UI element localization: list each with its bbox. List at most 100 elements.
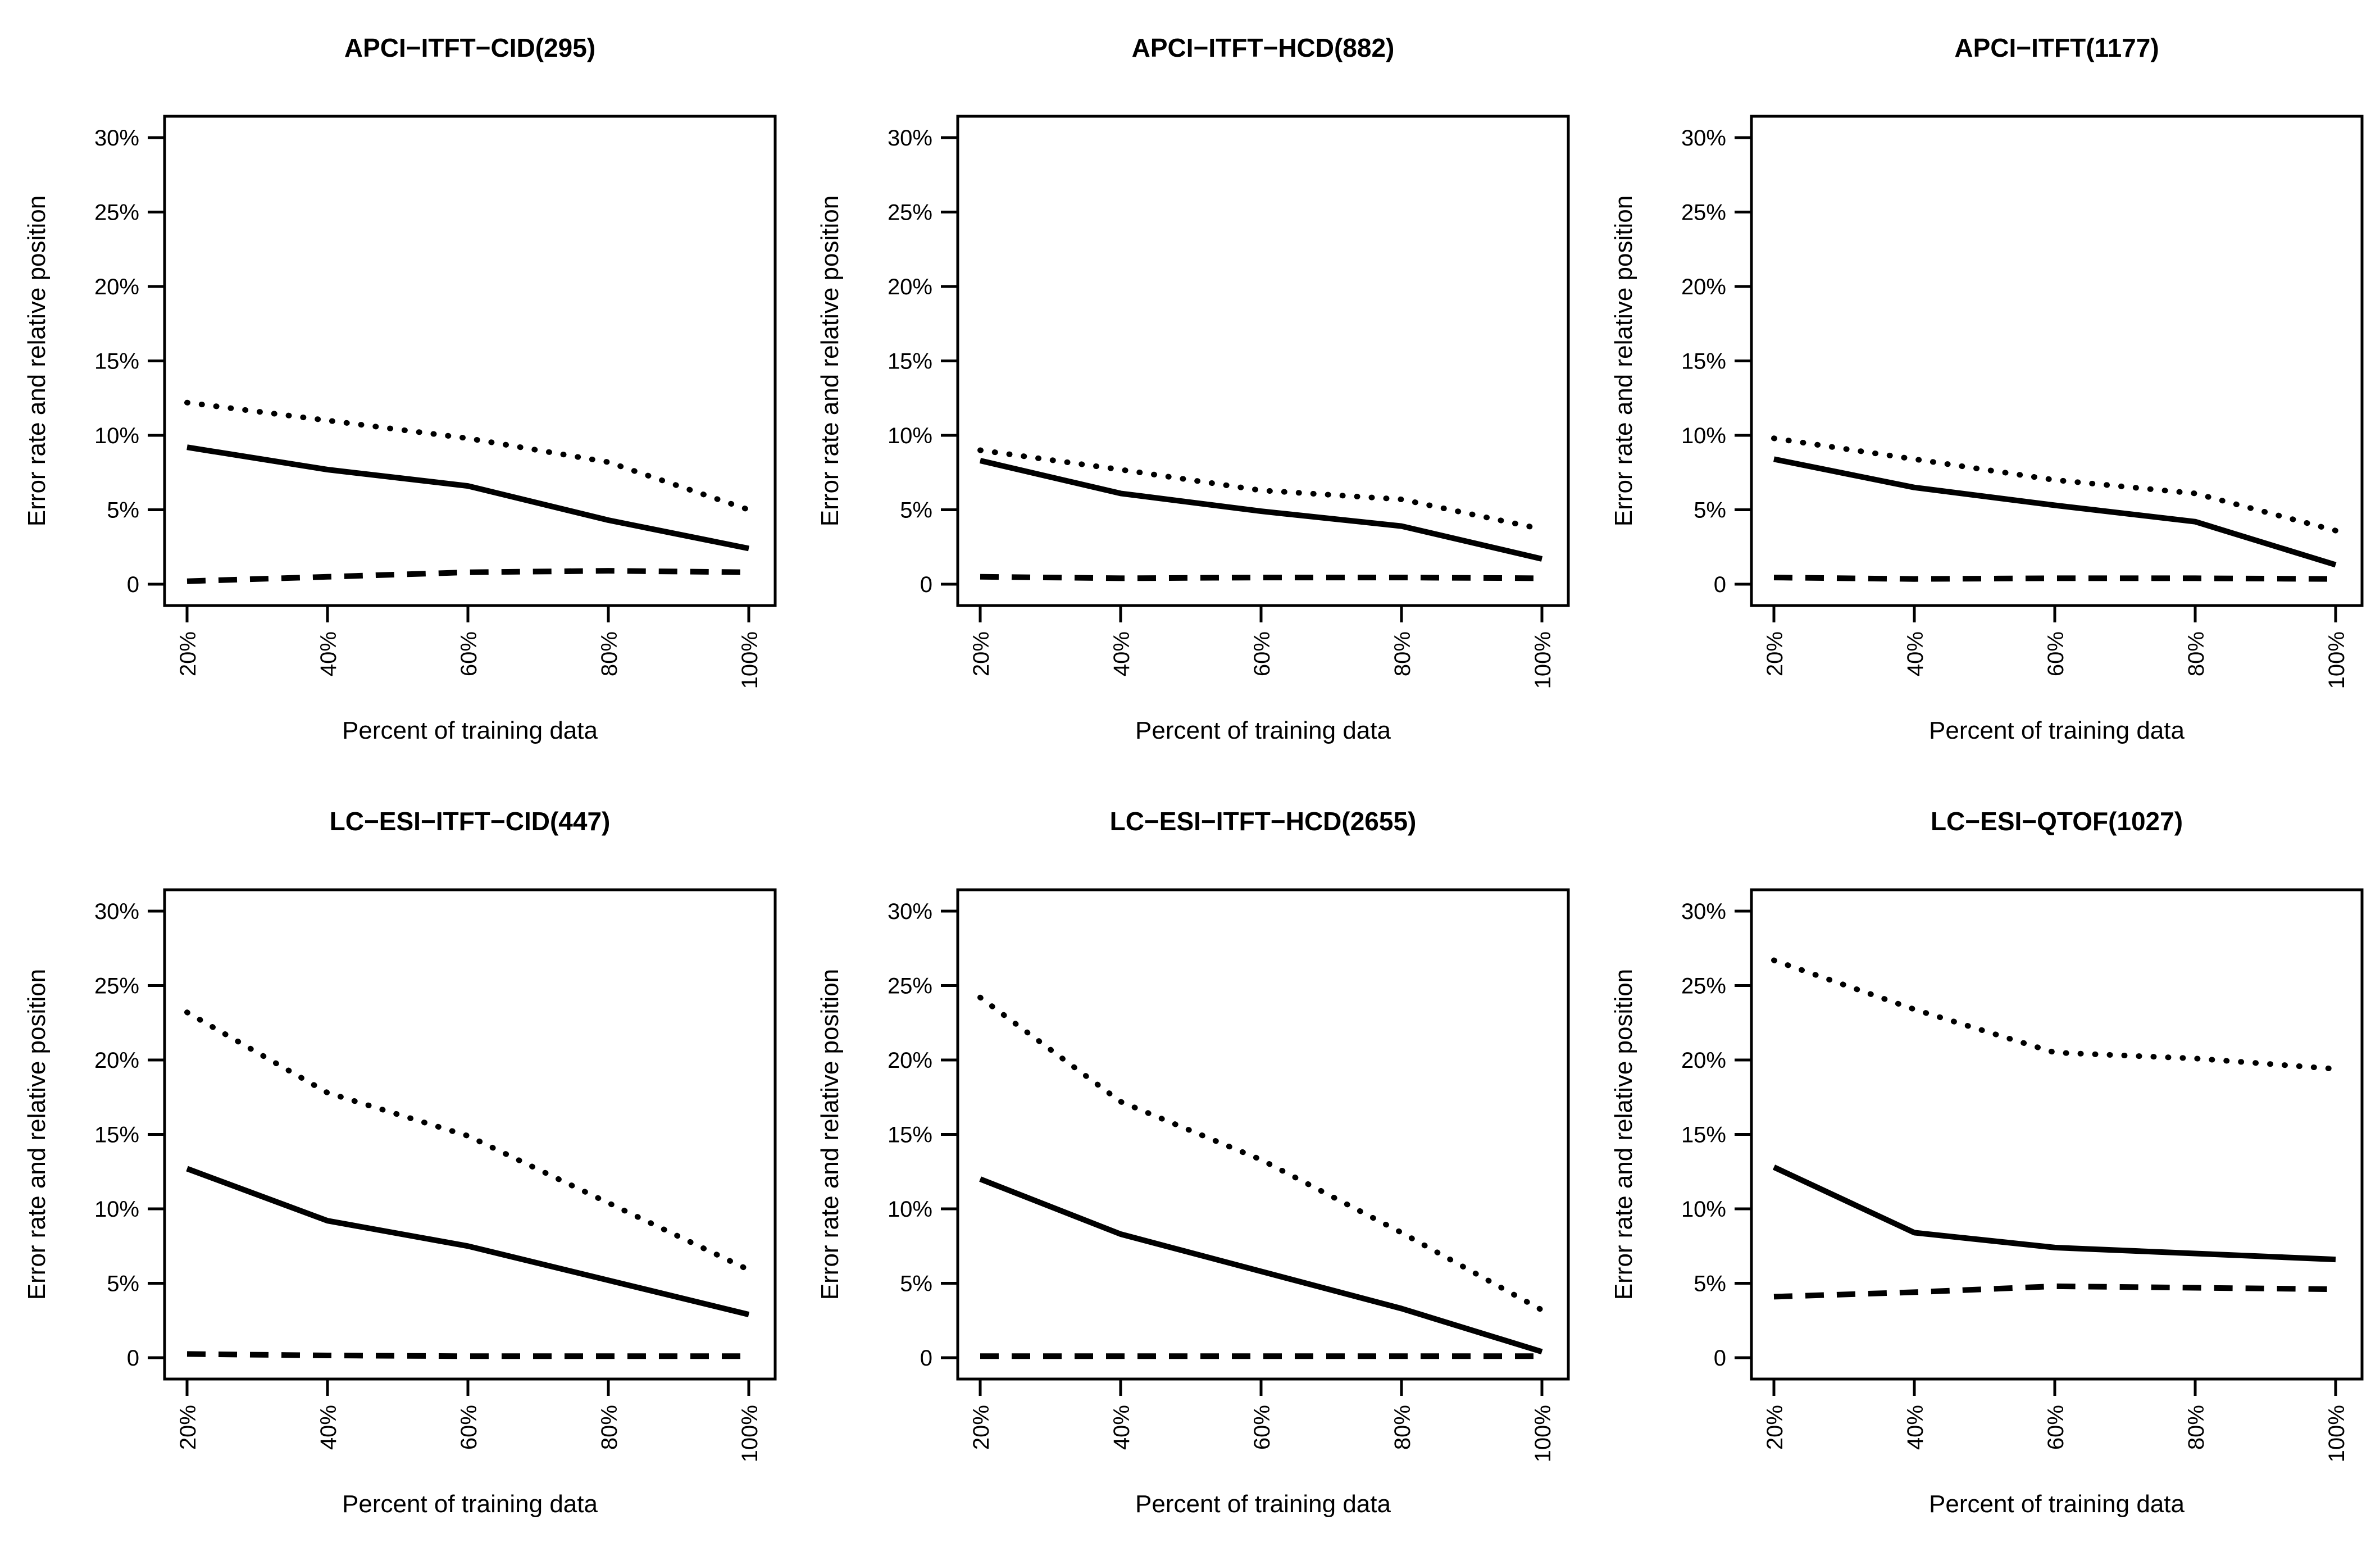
y-axis-title: Error rate and relative position	[816, 969, 844, 1300]
y-tick-label: 30%	[1681, 899, 1726, 924]
solid-line	[979, 458, 1543, 562]
y-tick-label: 10%	[888, 424, 932, 448]
x-axis-title: Percent of training data	[342, 1490, 598, 1518]
x-tick-label: 20%	[969, 1405, 994, 1450]
panel-title: LC−ESI−ITFT−CID(447)	[329, 807, 611, 836]
panel-apci-itft-1177: APCI−ITFT(1177) 0 5% 10% 15% 20% 25% 30% 20% 40%…	[1587, 0, 2380, 774]
dashed-line	[1773, 575, 2336, 582]
panel-lc-esi-itft-hcd-2655: LC−ESI−ITFT−HCD(2655) 0 5% 10% 15% 20% 25% 30%…	[793, 774, 1586, 1547]
x-tick-label: 20%	[1763, 1405, 1787, 1450]
x-tick-label: 60%	[2044, 1405, 2068, 1450]
x-tick-label: 20%	[1763, 631, 1787, 676]
y-tick-label: 30%	[94, 126, 139, 151]
panel-title: APCI−ITFT−CID(295)	[344, 33, 596, 62]
y-tick-label: 30%	[888, 899, 932, 924]
y-tick-label: 5%	[900, 498, 932, 523]
y-tick-label: 5%	[107, 1272, 139, 1296]
panel-lc-esi-itft-cid-447: LC−ESI−ITFT−CID(447) 0 5% 10% 15% 20% 25% 30% 2…	[0, 774, 793, 1547]
x-tick-label: 60%	[457, 631, 481, 676]
plot-box	[956, 888, 1570, 1381]
dotted-line	[1771, 435, 2338, 534]
y-tick-label: 10%	[1681, 424, 1726, 448]
x-axis-title: Percent of training data	[1135, 1490, 1391, 1518]
x-tick-label: 60%	[457, 1405, 481, 1450]
solid-line	[186, 444, 749, 552]
dashed-line	[980, 574, 1542, 581]
plot-area: 0 5% 10% 15% 20% 25% 30% 20% 40% 60% 80% 100% Error …	[1610, 888, 2364, 1462]
y-tick-label: 25%	[1681, 974, 1726, 999]
y-tick-label: 25%	[888, 974, 932, 999]
x-axis-title: Percent of training data	[342, 717, 598, 744]
y-tick-label: 30%	[94, 899, 139, 924]
y-tick-label: 0	[127, 1346, 139, 1371]
dotted-line	[1771, 957, 2338, 1072]
y-tick-label: 10%	[94, 1197, 139, 1222]
x-tick-label: 60%	[1250, 1405, 1275, 1450]
x-tick-label: 40%	[1903, 1405, 1928, 1450]
y-tick-label: 0	[920, 572, 932, 597]
y-tick-label: 15%	[888, 1123, 932, 1148]
x-tick-label: 40%	[1109, 1405, 1134, 1450]
x-tick-label: 20%	[969, 631, 994, 676]
dotted-line	[184, 1009, 752, 1273]
dashed-line	[1773, 1283, 2336, 1300]
y-axis-title: Error rate and relative position	[816, 195, 844, 526]
x-tick-label: 80%	[1390, 631, 1415, 676]
y-tick-label: 20%	[1681, 275, 1726, 299]
y-axis-title: Error rate and relative position	[23, 195, 51, 526]
panel-title: LC−ESI−ITFT−HCD(2655)	[1109, 807, 1417, 836]
y-tick-label: 25%	[94, 201, 139, 225]
y-tick-label: 20%	[94, 1048, 139, 1073]
y-tick-label: 10%	[1681, 1197, 1726, 1222]
y-axis-title: Error rate and relative position	[1610, 195, 1637, 526]
plot-area: 0 5% 10% 15% 20% 25% 30% 20% 40% 60% 80% 100% Error …	[23, 115, 777, 689]
solid-line	[1773, 456, 2337, 568]
x-tick-label: 80%	[2184, 631, 2209, 676]
y-axis-title: Error rate and relative position	[1610, 969, 1637, 1300]
y-tick-label: 15%	[888, 349, 932, 374]
y-tick-label: 25%	[94, 974, 139, 999]
y-tick-label: 0	[920, 1346, 932, 1371]
plot-box	[1750, 888, 2364, 1381]
x-tick-label: 40%	[1109, 631, 1134, 676]
y-tick-label: 5%	[107, 498, 139, 523]
x-tick-label: 80%	[2184, 1405, 2209, 1450]
x-tick-label: 80%	[597, 1405, 622, 1450]
y-tick-label: 10%	[94, 424, 139, 448]
x-tick-label: 80%	[597, 631, 622, 676]
x-axis-title: Percent of training data	[1929, 717, 2185, 744]
y-tick-label: 0	[127, 572, 139, 597]
y-tick-label: 20%	[1681, 1048, 1726, 1073]
y-tick-label: 10%	[888, 1197, 932, 1222]
x-axis-title: Percent of training data	[1135, 717, 1391, 744]
x-tick-label: 100%	[738, 1405, 762, 1462]
y-tick-label: 5%	[1694, 498, 1726, 523]
panel-apci-itft-cid-295: APCI−ITFT−CID(295) 0 5% 10% 15% 20% 25% 30% 20%…	[0, 0, 793, 774]
y-tick-label: 15%	[1681, 349, 1726, 374]
dotted-line	[977, 447, 1545, 532]
x-tick-label: 100%	[738, 631, 762, 689]
plot-box	[163, 888, 777, 1381]
solid-line	[979, 1176, 1543, 1355]
plot-box	[163, 115, 777, 607]
y-tick-label: 15%	[94, 349, 139, 374]
panel-title: APCI−ITFT(1177)	[1954, 33, 2159, 62]
x-tick-label: 100%	[1531, 631, 1555, 689]
y-tick-label: 20%	[94, 275, 139, 299]
x-tick-label: 100%	[1531, 1405, 1555, 1462]
y-tick-label: 30%	[1681, 126, 1726, 151]
dotted-line	[977, 994, 1545, 1313]
x-tick-label: 20%	[176, 1405, 201, 1450]
x-axis-title: Percent of training data	[1929, 1490, 2185, 1518]
plot-area: 0 5% 10% 15% 20% 25% 30% 20% 40% 60% 80% 100% Error …	[23, 888, 777, 1462]
y-tick-label: 20%	[888, 275, 932, 299]
plot-area: 0 5% 10% 15% 20% 25% 30% 20% 40% 60% 80% 100% Error …	[816, 115, 1570, 689]
y-tick-label: 25%	[888, 201, 932, 225]
y-axis-title: Error rate and relative position	[23, 969, 51, 1300]
plot-box	[956, 115, 1570, 607]
x-tick-label: 40%	[1903, 631, 1928, 676]
x-tick-label: 60%	[1250, 631, 1275, 676]
x-tick-label: 40%	[316, 631, 341, 676]
y-tick-label: 5%	[900, 1272, 932, 1296]
